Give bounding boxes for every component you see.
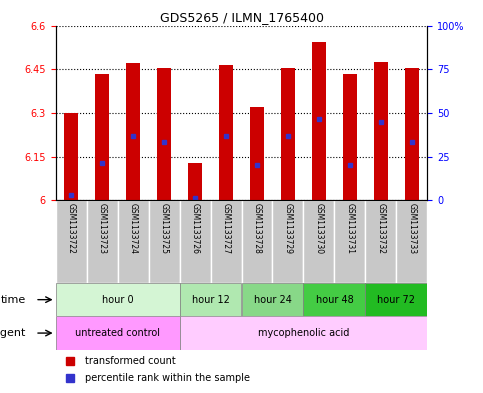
Text: GSM1133722: GSM1133722 (67, 203, 75, 254)
Bar (180, 283, 242, 316)
Bar (405, 68, 419, 200)
Bar (303, 200, 334, 283)
Bar (180, 200, 211, 283)
Bar (397, 200, 427, 283)
Bar (343, 73, 357, 200)
Text: hour 48: hour 48 (315, 295, 354, 305)
Bar (188, 163, 202, 200)
Text: GSM1133723: GSM1133723 (98, 203, 107, 254)
Bar (56, 316, 180, 350)
Text: GSM1133732: GSM1133732 (376, 203, 385, 254)
Text: GSM1133729: GSM1133729 (284, 203, 293, 254)
Text: hour 0: hour 0 (102, 295, 133, 305)
Text: GSM1133728: GSM1133728 (253, 203, 261, 254)
Bar (126, 63, 140, 200)
Bar (56, 200, 86, 283)
Title: GDS5265 / ILMN_1765400: GDS5265 / ILMN_1765400 (159, 11, 324, 24)
Bar (272, 200, 303, 283)
Text: hour 72: hour 72 (377, 295, 415, 305)
Text: GSM1133730: GSM1133730 (314, 203, 324, 254)
Bar (281, 68, 295, 200)
Text: mycophenolic acid: mycophenolic acid (258, 328, 349, 338)
Bar (303, 283, 366, 316)
Bar (56, 283, 180, 316)
Text: GSM1133731: GSM1133731 (345, 203, 355, 254)
Bar (366, 283, 427, 316)
Bar (180, 316, 427, 350)
Bar (64, 113, 78, 200)
Text: untreated control: untreated control (75, 328, 160, 338)
Text: hour 12: hour 12 (192, 295, 229, 305)
Text: GSM1133726: GSM1133726 (190, 203, 199, 254)
Text: percentile rank within the sample: percentile rank within the sample (85, 373, 250, 383)
Bar (95, 73, 109, 200)
Bar (366, 200, 397, 283)
Bar (157, 68, 171, 200)
Bar (117, 200, 149, 283)
Bar (312, 42, 326, 200)
Text: agent: agent (0, 328, 26, 338)
Bar (242, 200, 272, 283)
Bar (149, 200, 180, 283)
Bar (242, 283, 303, 316)
Text: hour 24: hour 24 (254, 295, 291, 305)
Bar (211, 200, 242, 283)
Bar (219, 65, 233, 200)
Bar (250, 107, 264, 200)
Text: transformed count: transformed count (85, 356, 176, 366)
Text: time: time (0, 295, 26, 305)
Text: GSM1133724: GSM1133724 (128, 203, 138, 254)
Text: GSM1133733: GSM1133733 (408, 203, 416, 254)
Bar (334, 200, 366, 283)
Text: GSM1133727: GSM1133727 (222, 203, 230, 254)
Bar (374, 62, 388, 200)
Bar (86, 200, 117, 283)
Text: GSM1133725: GSM1133725 (159, 203, 169, 254)
